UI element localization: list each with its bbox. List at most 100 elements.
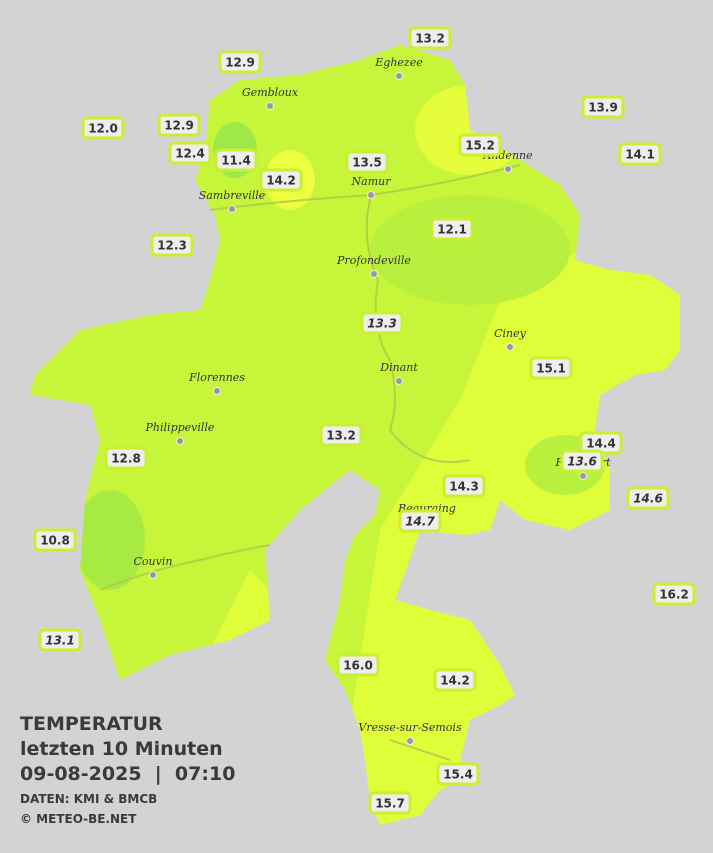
town-label: Ciney: [494, 327, 527, 340]
station-box: [81, 116, 125, 140]
station-value: 15.1: [536, 362, 566, 376]
station-box: [345, 150, 389, 174]
station: 12.0: [81, 116, 125, 140]
period: letzten 10 Minuten: [20, 738, 223, 760]
station-box: [33, 528, 77, 552]
town-label: Eghezee: [374, 56, 423, 69]
town-dot: [149, 571, 157, 579]
datetime: 09-08-2025 | 07:10: [20, 763, 235, 785]
station: 13.1: [38, 628, 82, 652]
title: TEMPERATUR: [20, 713, 163, 735]
station: 13.3: [360, 311, 404, 335]
station-value: 13.9: [588, 101, 618, 115]
town-label: Dinant: [379, 361, 418, 374]
town-label: Couvin: [134, 555, 173, 568]
station-box: [436, 762, 480, 786]
station-value: 12.3: [157, 239, 187, 253]
town-dot: [395, 377, 403, 385]
station-box: [214, 148, 258, 172]
station: 14.6: [626, 486, 670, 510]
station: 12.1: [430, 217, 474, 241]
station-value: 15.7: [375, 797, 405, 811]
station-value: 13.2: [415, 32, 445, 46]
station-box: [104, 446, 148, 470]
station: 15.1: [529, 356, 573, 380]
town-dot: [176, 437, 184, 445]
station-value: 14.4: [586, 437, 616, 451]
station: 12.8: [104, 446, 148, 470]
station-box: [618, 142, 662, 166]
town-dot: [395, 72, 403, 80]
station-value: 13.3: [367, 317, 397, 331]
station-box: [529, 356, 573, 380]
station-box: [430, 217, 474, 241]
station: 13.5: [345, 150, 389, 174]
station: 15.7: [368, 791, 412, 815]
station: 11.4: [214, 148, 258, 172]
station-box: [581, 95, 625, 119]
station-box: [560, 449, 604, 473]
town-dot: [579, 472, 587, 480]
station-value: 12.0: [88, 122, 118, 136]
station-box: [368, 791, 412, 815]
station-box: [458, 133, 502, 157]
station-box: [150, 233, 194, 257]
station-value: 13.5: [352, 156, 382, 170]
station-box: [336, 653, 380, 677]
station-value: 10.8: [40, 534, 70, 548]
station-value: 14.2: [266, 174, 296, 188]
station-value: 12.4: [175, 147, 205, 161]
town-dot: [370, 270, 378, 278]
station: 12.4: [168, 141, 212, 165]
station: 13.2: [408, 26, 452, 50]
station: 14.2: [433, 668, 477, 692]
station-value: 15.4: [443, 768, 473, 782]
station-value: 14.2: [440, 674, 470, 688]
town-dot: [228, 205, 236, 213]
station-value: 12.9: [164, 119, 194, 133]
town-label: Florennes: [188, 371, 245, 384]
station: 12.9: [157, 113, 201, 137]
station: 14.3: [442, 474, 486, 498]
town-label: Sambreville: [199, 189, 266, 202]
station: 12.3: [150, 233, 194, 257]
station-value: 16.2: [659, 588, 689, 602]
source: DATEN: KMI & BMCB: [20, 792, 157, 806]
station-box: [319, 423, 363, 447]
station-value: 14.1: [625, 148, 655, 162]
town-dot: [367, 191, 375, 199]
station-box: [168, 141, 212, 165]
station: 13.9: [581, 95, 625, 119]
station-value: 12.8: [111, 452, 141, 466]
town-label: Philippeville: [145, 421, 215, 434]
station-box: [360, 311, 404, 335]
town-dot: [406, 737, 414, 745]
station-box: [652, 582, 696, 606]
station-box: [259, 168, 303, 192]
station-value: 13.6: [567, 455, 597, 469]
station: 12.9: [218, 50, 262, 74]
station-box: [38, 628, 82, 652]
station-value: 15.2: [465, 139, 495, 153]
station-box: [398, 509, 442, 533]
station: 16.0: [336, 653, 380, 677]
station: 10.8: [33, 528, 77, 552]
station: 14.1: [618, 142, 662, 166]
town-label: Vresse-sur-Semois: [358, 721, 462, 734]
town-dot: [266, 102, 274, 110]
station-value: 14.3: [449, 480, 479, 494]
town-label: Gembloux: [242, 86, 299, 99]
station: 16.2: [652, 582, 696, 606]
station-value: 14.6: [633, 492, 663, 506]
town-dot: [504, 165, 512, 173]
station-value: 14.7: [405, 515, 435, 529]
station-value: 13.1: [45, 634, 75, 648]
station-box: [442, 474, 486, 498]
station: 14.2: [259, 168, 303, 192]
station-value: 16.0: [343, 659, 373, 673]
station-value: 12.9: [225, 56, 255, 70]
station-value: 13.2: [326, 429, 356, 443]
station: 15.4: [436, 762, 480, 786]
station: 14.7: [398, 509, 442, 533]
